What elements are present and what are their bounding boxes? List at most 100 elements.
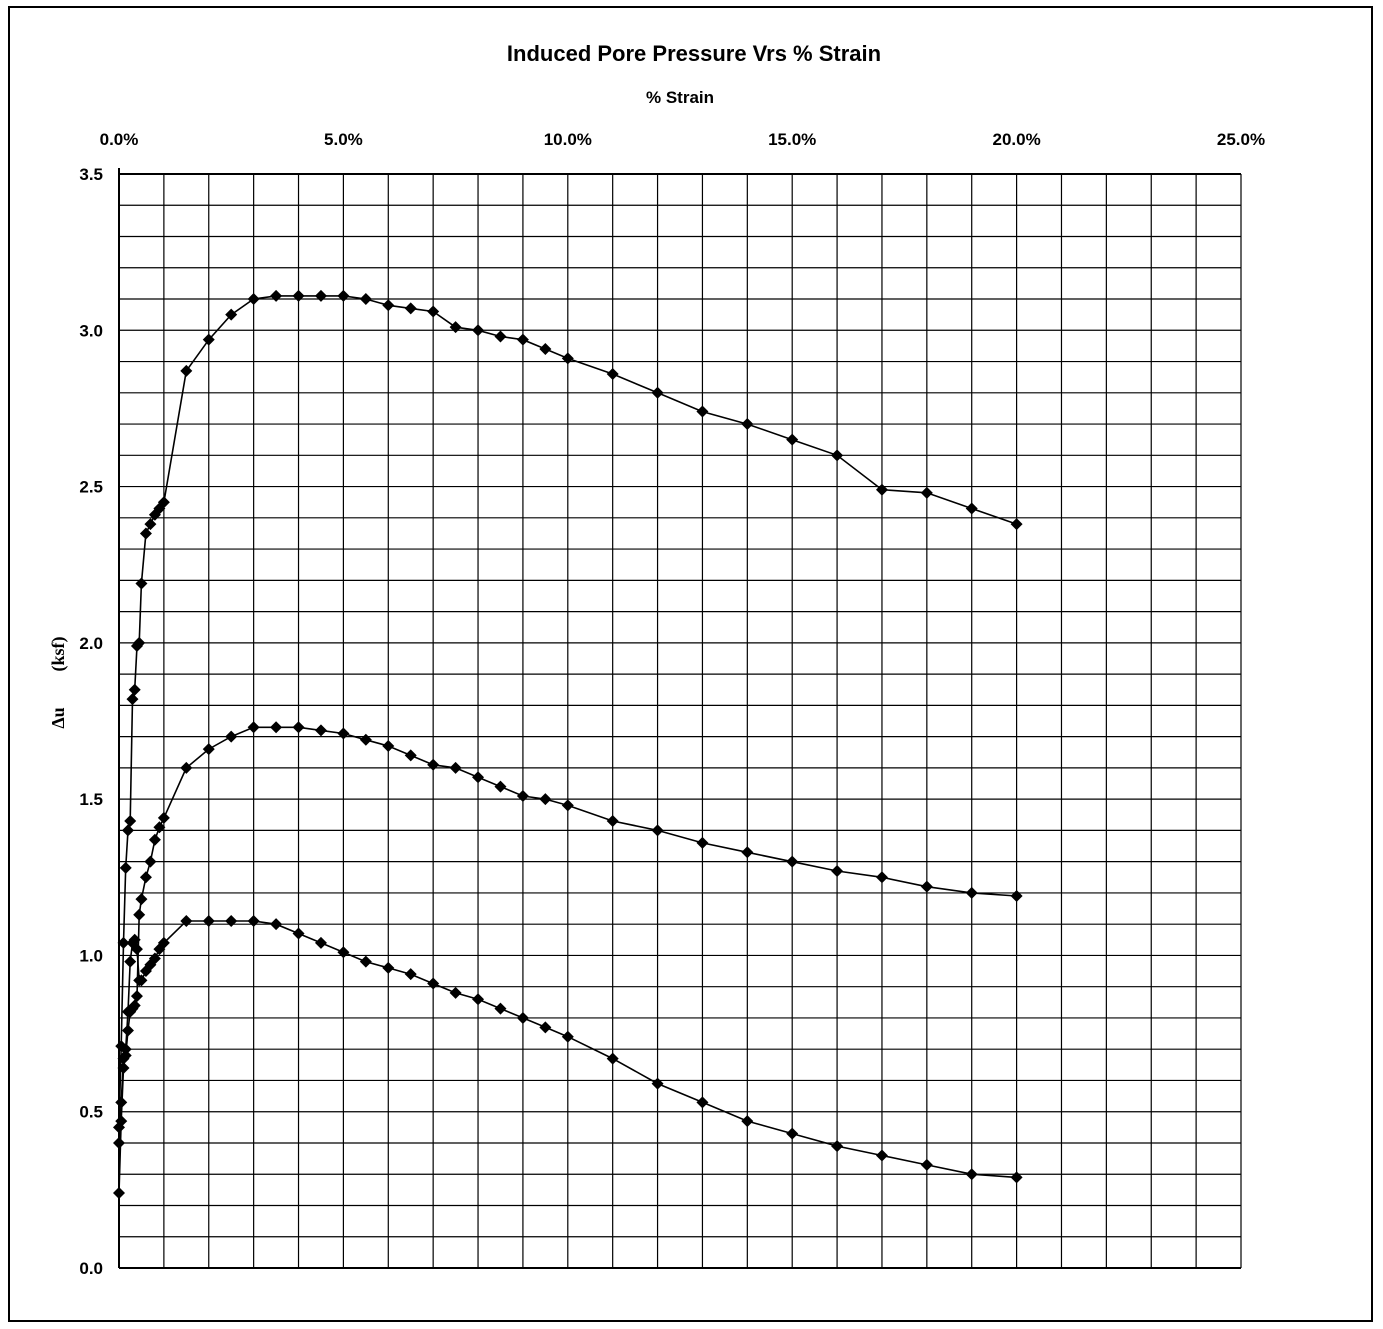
data-point-marker — [124, 815, 137, 828]
data-point-marker — [404, 968, 417, 981]
data-point-marker — [539, 343, 552, 356]
data-point-marker — [113, 1186, 125, 1199]
data-point-marker — [128, 683, 141, 696]
data-point-marker — [153, 821, 166, 834]
data-point-marker — [292, 289, 305, 302]
data-point-marker — [831, 449, 844, 462]
data-point-marker — [741, 846, 754, 859]
data-point-marker — [786, 855, 799, 868]
series-line — [118, 295, 1017, 1128]
data-point-marker — [651, 824, 664, 837]
data-point-marker — [449, 761, 462, 774]
data-point-marker — [130, 990, 143, 1003]
data-point-marker — [494, 1002, 507, 1015]
data-point-marker — [314, 724, 327, 737]
data-point-marker — [1010, 518, 1023, 531]
data-point-marker — [359, 733, 372, 746]
data-point-marker — [115, 1040, 128, 1053]
data-point-marker — [606, 368, 619, 381]
y-tick-label: 3.0 — [79, 321, 103, 340]
data-point-marker — [337, 946, 350, 959]
data-point-marker — [247, 293, 260, 306]
y-tick-label: 1.5 — [79, 790, 103, 809]
data-point-marker — [382, 740, 395, 753]
data-point-marker — [404, 302, 417, 315]
data-point-marker — [225, 915, 238, 928]
data-point-marker — [875, 871, 888, 884]
data-point-marker — [157, 936, 170, 949]
data-point-marker — [427, 758, 440, 771]
data-point-marker — [292, 927, 305, 940]
data-point-marker — [337, 289, 350, 302]
series-2 — [113, 721, 1023, 1149]
data-point-marker — [124, 955, 137, 968]
data-point-marker — [202, 915, 215, 928]
data-point-marker — [119, 861, 132, 874]
data-point-marker — [427, 305, 440, 318]
data-point-marker — [180, 761, 193, 774]
data-point-marker — [135, 974, 148, 987]
data-point-marker — [133, 908, 146, 921]
data-point-marker — [359, 955, 372, 968]
data-point-marker — [539, 793, 552, 806]
data-point-marker — [920, 1158, 933, 1171]
y-tick-label: 0.5 — [79, 1103, 103, 1122]
x-tick-label: 20.0% — [992, 130, 1040, 149]
data-point-marker — [606, 815, 619, 828]
data-point-marker — [539, 1021, 552, 1034]
data-point-marker — [494, 780, 507, 793]
data-point-marker — [157, 811, 170, 824]
data-point-marker — [382, 299, 395, 312]
series-3 — [113, 289, 1023, 1134]
data-point-marker — [472, 993, 485, 1006]
data-point-marker — [133, 636, 146, 649]
y-tick-label: 1.0 — [79, 946, 103, 965]
data-point-marker — [965, 502, 978, 515]
data-point-marker — [157, 496, 170, 509]
y-tick-label: 0.0 — [79, 1259, 103, 1278]
data-point-marker — [113, 1136, 125, 1149]
data-point-marker — [516, 333, 529, 346]
x-tick-label: 5.0% — [324, 130, 363, 149]
data-point-marker — [247, 915, 260, 928]
x-tick-label: 0.0% — [100, 130, 139, 149]
x-tick-label: 15.0% — [768, 130, 816, 149]
data-point-marker — [225, 308, 238, 321]
data-point-marker — [148, 508, 161, 521]
data-point-marker — [786, 433, 799, 446]
y-tick-labels: 0.0 0.5 1.0 1.5 2.0 2.5 3.0 3.5 — [79, 165, 103, 1278]
data-point-marker — [696, 836, 709, 849]
data-point-marker — [180, 915, 193, 928]
data-point-marker — [139, 871, 152, 884]
chart-frame — [8, 6, 1373, 1322]
data-point-marker — [202, 333, 215, 346]
data-point-marker — [786, 1127, 799, 1140]
x-tick-label: 25.0% — [1217, 130, 1265, 149]
data-point-marker — [449, 986, 462, 999]
data-point-marker — [875, 483, 888, 496]
data-point-marker — [148, 952, 161, 965]
data-point-marker — [427, 977, 440, 990]
data-point-marker — [696, 1096, 709, 1109]
data-point-marker — [119, 1049, 132, 1062]
data-point-marker — [337, 727, 350, 740]
data-point-marker — [831, 1140, 844, 1153]
data-point-marker — [741, 418, 754, 431]
data-point-marker — [121, 824, 134, 837]
data-point-marker — [516, 1011, 529, 1024]
data-point-marker — [472, 324, 485, 337]
data-point-marker — [516, 790, 529, 803]
data-point-marker — [494, 330, 507, 343]
x-tick-label: 10.0% — [544, 130, 592, 149]
y-tick-label: 2.0 — [79, 634, 103, 653]
data-point-marker — [741, 1115, 754, 1128]
data-point-marker — [202, 743, 215, 756]
data-point-marker — [135, 577, 148, 590]
axes — [118, 168, 1241, 1269]
y-tick-label: 2.5 — [79, 478, 103, 497]
data-point-marker — [965, 1168, 978, 1181]
data-point-marker — [144, 855, 157, 868]
data-point-marker — [696, 405, 709, 418]
data-point-marker — [115, 1096, 128, 1109]
